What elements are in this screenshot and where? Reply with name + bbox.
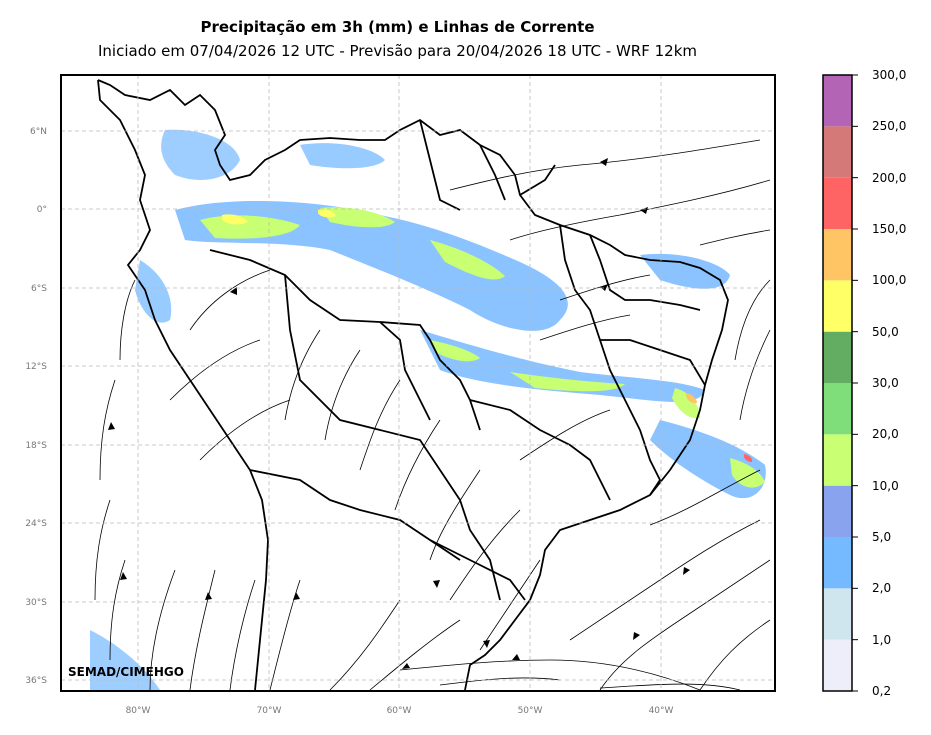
credit-label: SEMAD/CIMEHGO <box>68 665 184 679</box>
lat-tick-label: 18°S <box>25 441 47 451</box>
precipitation-field <box>90 129 766 690</box>
streamline-arrows <box>108 158 690 669</box>
colorbar-label: 2,0 <box>872 581 891 595</box>
colorbar-label: 150,0 <box>872 222 906 236</box>
country-borders <box>97 79 729 691</box>
lon-tick-label: 60°W <box>387 706 412 716</box>
colorbar-labels: 0,2 1,0 2,0 5,0 10,0 20,0 30,0 50,0 100,… <box>872 68 906 698</box>
colorbar-label: 100,0 <box>872 273 906 287</box>
colorbar-label: 20,0 <box>872 427 899 441</box>
map-gridlines <box>61 75 775 691</box>
colorbar-swatch <box>823 331 852 383</box>
colorbar: 0,2 1,0 2,0 5,0 10,0 20,0 30,0 50,0 100,… <box>822 68 906 698</box>
lat-tick-label: 30°S <box>25 598 47 608</box>
colorbar-label: 50,0 <box>872 325 899 339</box>
lat-tick-labels: 6°N 0° 6°S 12°S 18°S 24°S 30°S 36°S <box>25 127 47 686</box>
lon-tick-label: 80°W <box>126 706 151 716</box>
lat-tick-label: 24°S <box>25 519 47 529</box>
colorbar-swatch <box>823 588 852 640</box>
lon-tick-label: 70°W <box>257 706 282 716</box>
colorbar-swatch <box>823 229 852 281</box>
map-title: Precipitação em 3h (mm) e Linhas de Corr… <box>200 18 595 36</box>
colorbar-swatch <box>823 537 852 589</box>
colorbar-swatch <box>823 485 852 537</box>
lat-tick-label: 36°S <box>25 676 47 686</box>
colorbar-swatch <box>823 434 852 486</box>
map-frame <box>60 74 776 692</box>
map-subtitle: Iniciado em 07/04/2026 12 UTC - Previsão… <box>97 42 698 60</box>
lat-tick-label: 6°S <box>31 284 47 294</box>
colorbar-swatch <box>823 639 852 691</box>
lat-tick-label: 0° <box>37 205 47 215</box>
colorbar-swatch <box>823 126 852 178</box>
colorbar-swatch <box>823 383 852 435</box>
colorbar-label: 5,0 <box>872 530 891 544</box>
lon-tick-labels: 80°W 70°W 60°W 50°W 40°W <box>126 706 674 716</box>
colorbar-ticks <box>852 74 858 692</box>
lon-tick-label: 50°W <box>518 706 543 716</box>
colorbar-label: 0,2 <box>872 684 891 698</box>
colorbar-swatch <box>823 177 852 229</box>
colorbar-swatches <box>823 75 852 691</box>
lat-tick-label: 6°N <box>30 127 47 137</box>
colorbar-label: 200,0 <box>872 171 906 185</box>
colorbar-label: 250,0 <box>872 119 906 133</box>
colorbar-label: 1,0 <box>872 633 891 647</box>
lat-tick-label: 12°S <box>25 362 47 372</box>
colorbar-label: 300,0 <box>872 68 906 82</box>
streamlines <box>94 139 771 691</box>
colorbar-label: 10,0 <box>872 479 899 493</box>
colorbar-label: 30,0 <box>872 376 899 390</box>
lon-tick-label: 40°W <box>649 706 674 716</box>
colorbar-swatch <box>823 75 852 127</box>
colorbar-swatch <box>823 280 852 332</box>
